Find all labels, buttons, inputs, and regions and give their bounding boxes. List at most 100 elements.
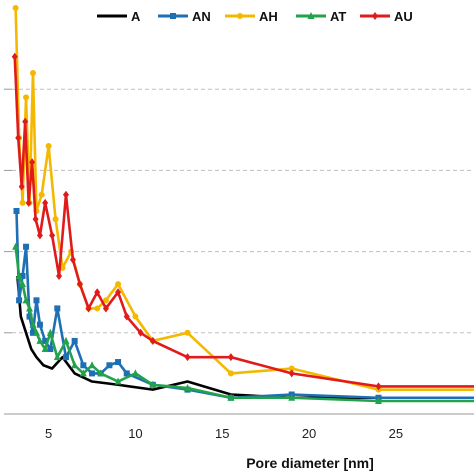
data-point xyxy=(102,297,109,304)
data-point xyxy=(184,384,192,392)
series-au xyxy=(11,52,474,391)
data-point xyxy=(227,370,234,377)
data-point xyxy=(23,243,30,250)
legend: A AN AH AT AU xyxy=(97,9,413,24)
data-point xyxy=(11,52,18,61)
series-ah xyxy=(12,5,474,393)
data-point xyxy=(22,296,30,304)
data-point xyxy=(12,242,20,250)
data-point xyxy=(62,354,69,361)
data-point xyxy=(307,12,315,19)
data-point xyxy=(94,305,101,312)
data-point xyxy=(26,313,33,320)
data-point xyxy=(88,361,96,369)
data-point xyxy=(288,369,295,378)
data-point xyxy=(123,312,130,321)
data-point xyxy=(38,191,45,198)
legend-item-an: AN xyxy=(158,9,211,24)
data-point xyxy=(71,337,78,344)
data-point xyxy=(89,370,96,377)
legend-item-au: AU xyxy=(360,9,413,24)
series-at xyxy=(12,242,474,405)
x-tick-label: 15 xyxy=(215,426,229,441)
data-point xyxy=(32,328,40,336)
data-point xyxy=(62,190,69,199)
legend-item-a: A xyxy=(97,9,141,24)
data-point xyxy=(29,158,36,167)
data-point xyxy=(36,321,43,328)
data-point xyxy=(15,133,22,142)
x-axis-title: Pore diameter [nm] xyxy=(246,455,374,471)
x-tick-label: 10 xyxy=(128,426,142,441)
data-point xyxy=(19,199,26,206)
legend-label: A xyxy=(131,9,141,24)
legend-label: AU xyxy=(394,9,413,24)
data-point xyxy=(23,94,30,101)
data-point xyxy=(36,336,44,344)
legend-label: AN xyxy=(192,9,211,24)
data-point xyxy=(227,353,234,362)
data-point xyxy=(114,377,122,385)
data-point xyxy=(42,198,49,207)
series-layer xyxy=(11,5,474,405)
data-point xyxy=(46,328,54,336)
x-tick-label: 20 xyxy=(302,426,316,441)
data-point xyxy=(45,143,52,150)
data-point xyxy=(132,313,139,320)
data-point xyxy=(22,117,29,126)
series-line xyxy=(15,210,474,400)
data-point xyxy=(94,288,101,297)
data-point xyxy=(102,304,109,313)
data-point xyxy=(52,216,59,223)
data-point xyxy=(288,393,296,401)
data-point xyxy=(115,359,122,366)
data-point xyxy=(29,69,36,76)
data-point xyxy=(149,380,157,388)
data-point xyxy=(19,272,26,279)
data-point xyxy=(115,288,122,297)
data-point xyxy=(106,362,113,369)
data-point xyxy=(149,336,156,345)
data-point xyxy=(15,271,23,279)
legend-label: AH xyxy=(259,9,278,24)
legend-label: AT xyxy=(330,9,346,24)
data-point xyxy=(115,281,122,288)
data-point xyxy=(227,393,235,401)
data-point xyxy=(184,329,191,336)
x-axis-ticks: 5 10 15 20 25 xyxy=(45,426,403,441)
legend-item-ah: AH xyxy=(225,9,278,24)
data-point xyxy=(19,280,27,288)
data-point xyxy=(47,346,54,353)
gridlines xyxy=(4,88,474,334)
data-point xyxy=(375,397,383,405)
data-point xyxy=(184,353,191,362)
data-point xyxy=(123,370,130,377)
data-point xyxy=(16,297,23,304)
x-tick-label: 5 xyxy=(45,426,52,441)
data-point xyxy=(375,382,382,391)
data-point xyxy=(25,198,32,207)
data-point xyxy=(36,231,43,240)
series-line xyxy=(16,275,474,400)
data-point xyxy=(26,304,34,312)
data-point xyxy=(42,337,49,344)
data-point xyxy=(33,297,40,304)
data-point xyxy=(56,271,63,280)
data-point xyxy=(12,5,19,11)
data-point xyxy=(62,336,70,344)
data-point xyxy=(41,345,49,353)
data-point xyxy=(18,182,25,191)
data-point xyxy=(76,280,83,289)
data-point xyxy=(80,362,87,369)
data-point xyxy=(29,320,37,328)
data-point xyxy=(288,365,295,372)
data-point xyxy=(32,215,39,224)
data-point xyxy=(54,305,61,312)
data-point xyxy=(131,369,139,377)
legend-item-at: AT xyxy=(296,9,346,24)
data-point xyxy=(85,304,92,313)
data-point xyxy=(237,13,243,19)
data-point xyxy=(137,328,144,337)
series-a xyxy=(16,275,474,400)
